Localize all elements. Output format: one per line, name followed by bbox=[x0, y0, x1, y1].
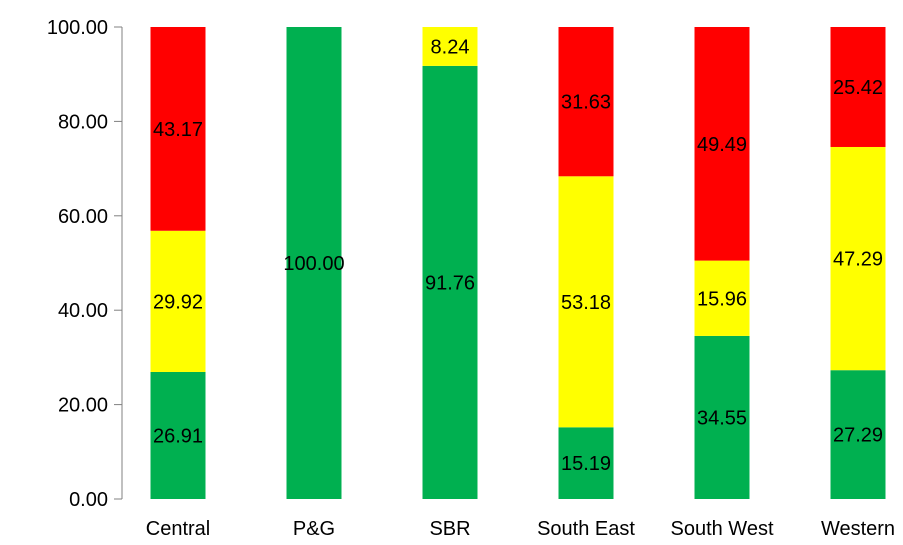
data-label: 29.92 bbox=[153, 291, 203, 313]
data-label: 27.29 bbox=[833, 425, 883, 447]
x-category-label: P&G bbox=[293, 518, 335, 540]
data-labels: 26.91 29.92 43.17 100.00 91.76 8.24 15.19 53.18… bbox=[153, 36, 883, 475]
y-tick-label: 100.00 bbox=[47, 17, 108, 39]
data-label: 25.42 bbox=[833, 77, 883, 99]
data-label: 47.29 bbox=[833, 249, 883, 271]
y-tick-label: 40.00 bbox=[58, 300, 108, 322]
data-label: 43.17 bbox=[153, 119, 203, 141]
bar-segment bbox=[422, 27, 478, 66]
bar-segment bbox=[694, 27, 750, 261]
data-label: 15.19 bbox=[561, 453, 611, 475]
data-label: 34.55 bbox=[697, 407, 747, 429]
bar-segment bbox=[830, 370, 886, 499]
y-tick-label: 20.00 bbox=[58, 395, 108, 417]
y-tick-label: 60.00 bbox=[58, 206, 108, 228]
bar-segment bbox=[150, 27, 206, 231]
x-category-label: Central bbox=[146, 518, 210, 540]
data-label: 31.63 bbox=[561, 92, 611, 114]
x-axis-categories: Central P&G SBR South East South West Western bbox=[146, 518, 895, 540]
data-label: 100.00 bbox=[283, 253, 344, 275]
y-axis: 0.00 20.00 40.00 60.00 80.00 100.00 bbox=[47, 17, 123, 511]
bar-segment bbox=[830, 27, 886, 147]
bar-segment bbox=[694, 335, 750, 499]
x-category-label: SBR bbox=[429, 518, 470, 540]
y-tick-label: 80.00 bbox=[58, 111, 108, 133]
data-label: 26.91 bbox=[153, 425, 203, 447]
bar-segment bbox=[150, 230, 206, 372]
data-label: 8.24 bbox=[431, 36, 470, 58]
data-label: 15.96 bbox=[697, 288, 747, 310]
bar-segment bbox=[558, 27, 614, 177]
data-label: 91.76 bbox=[425, 272, 475, 294]
x-category-label: Western bbox=[821, 518, 895, 540]
bar-segment bbox=[558, 427, 614, 499]
bar-segment bbox=[422, 65, 478, 500]
bar-segment bbox=[286, 27, 342, 499]
bars bbox=[150, 27, 886, 500]
x-category-label: South West bbox=[670, 518, 773, 540]
bar-segment bbox=[830, 146, 886, 371]
x-category-label: South East bbox=[537, 518, 635, 540]
bar-segment bbox=[558, 176, 614, 428]
y-tick-label: 0.00 bbox=[69, 489, 108, 511]
data-label: 53.18 bbox=[561, 292, 611, 314]
data-label: 49.49 bbox=[697, 134, 747, 156]
bar-segment bbox=[694, 260, 750, 336]
bar-segment bbox=[150, 371, 206, 499]
